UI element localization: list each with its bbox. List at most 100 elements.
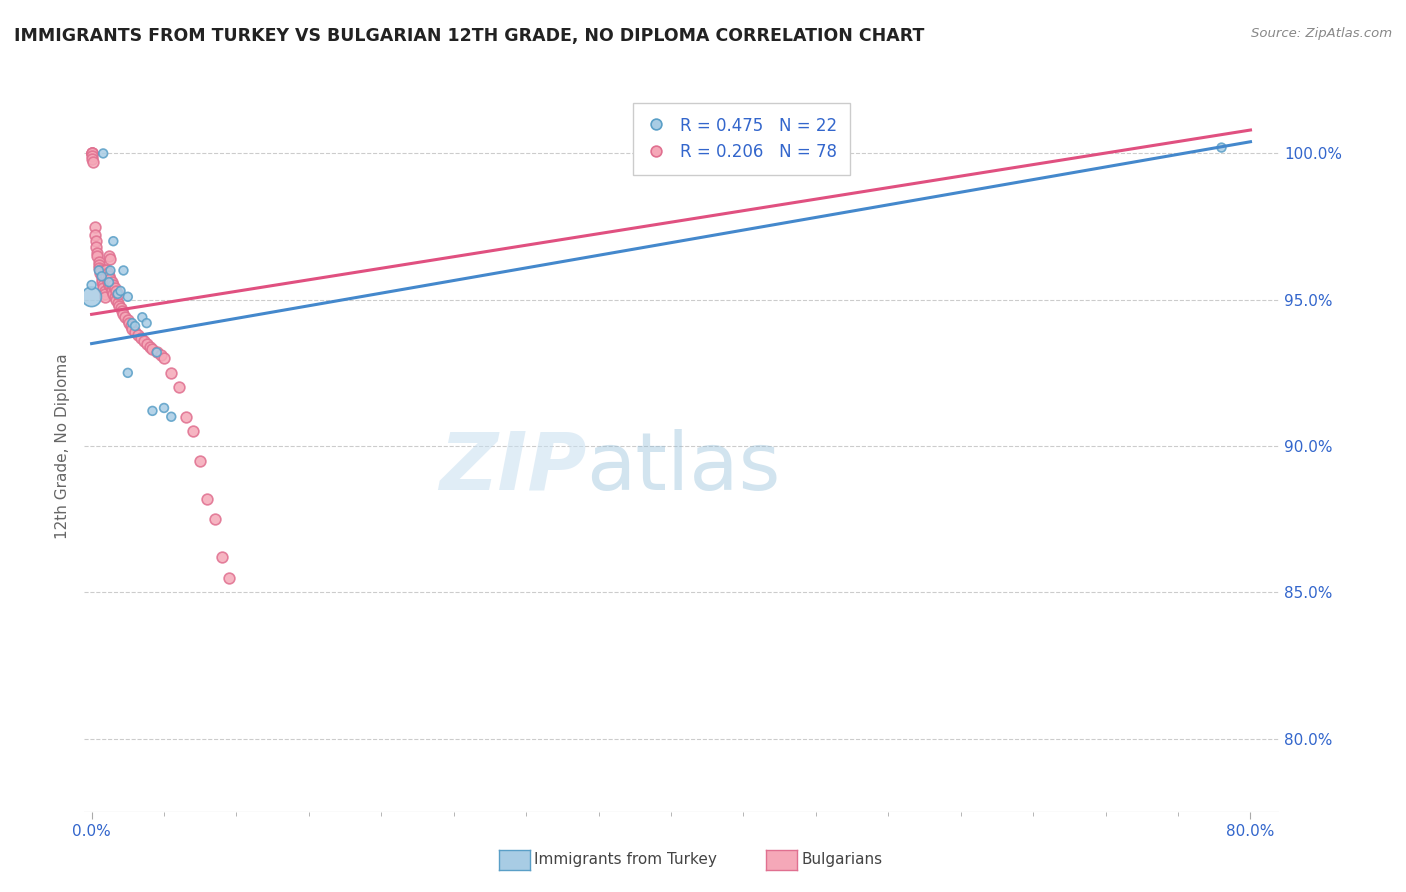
- Point: [197, 491, 219, 506]
- Point: [105, 293, 128, 307]
- Point: [103, 278, 125, 293]
- Point: [188, 453, 211, 467]
- Point: [110, 284, 132, 298]
- Point: [141, 404, 163, 418]
- Point: [121, 316, 143, 330]
- Point: [96, 266, 118, 280]
- Point: [96, 272, 118, 286]
- Point: [104, 281, 127, 295]
- Point: [108, 299, 131, 313]
- Text: Bulgarians: Bulgarians: [801, 853, 883, 867]
- Point: [86, 249, 108, 263]
- Point: [98, 269, 121, 284]
- Point: [160, 366, 183, 380]
- Text: atlas: atlas: [586, 429, 780, 507]
- Point: [117, 290, 139, 304]
- Point: [107, 286, 129, 301]
- Point: [111, 304, 134, 318]
- Point: [211, 550, 233, 565]
- Point: [94, 266, 117, 280]
- Point: [83, 219, 105, 234]
- Point: [112, 263, 135, 277]
- Point: [80, 278, 103, 293]
- Point: [89, 263, 111, 277]
- Point: [86, 246, 108, 260]
- Point: [98, 278, 121, 293]
- Point: [93, 290, 115, 304]
- Point: [98, 249, 121, 263]
- Point: [120, 319, 142, 334]
- Point: [146, 345, 169, 359]
- Point: [146, 345, 169, 359]
- Point: [174, 409, 197, 424]
- Point: [110, 301, 132, 316]
- Point: [90, 275, 112, 289]
- Point: [83, 228, 105, 243]
- Point: [131, 310, 153, 325]
- Point: [91, 278, 114, 293]
- Point: [117, 313, 139, 327]
- Point: [129, 331, 152, 345]
- Text: IMMIGRANTS FROM TURKEY VS BULGARIAN 12TH GRADE, NO DIPLOMA CORRELATION CHART: IMMIGRANTS FROM TURKEY VS BULGARIAN 12TH…: [14, 27, 924, 45]
- Point: [90, 272, 112, 286]
- Point: [1211, 140, 1233, 154]
- Point: [87, 258, 110, 272]
- Point: [100, 252, 122, 266]
- Point: [98, 275, 121, 289]
- Point: [93, 286, 115, 301]
- Point: [87, 263, 110, 277]
- Point: [117, 366, 139, 380]
- Point: [218, 571, 240, 585]
- Point: [94, 263, 117, 277]
- Point: [90, 269, 112, 284]
- Point: [82, 155, 104, 169]
- Point: [105, 284, 128, 298]
- Point: [94, 269, 117, 284]
- Point: [91, 146, 114, 161]
- Point: [127, 327, 149, 342]
- Point: [181, 425, 204, 439]
- Point: [101, 275, 124, 289]
- Point: [107, 286, 129, 301]
- Point: [135, 336, 157, 351]
- Point: [114, 310, 136, 325]
- Point: [101, 284, 124, 298]
- Legend: R = 0.475   N = 22, R = 0.206   N = 78: R = 0.475 N = 22, R = 0.206 N = 78: [633, 103, 851, 175]
- Point: [94, 263, 117, 277]
- Point: [84, 234, 107, 248]
- Point: [167, 380, 190, 394]
- Point: [141, 343, 163, 357]
- Point: [80, 146, 103, 161]
- Point: [101, 281, 124, 295]
- Point: [153, 351, 176, 366]
- Point: [135, 316, 157, 330]
- Point: [80, 153, 103, 167]
- Point: [204, 512, 226, 526]
- Point: [96, 275, 118, 289]
- Point: [80, 146, 103, 161]
- Point: [80, 146, 103, 161]
- Point: [80, 290, 103, 304]
- Point: [100, 272, 122, 286]
- Point: [100, 278, 122, 293]
- Point: [150, 348, 173, 362]
- Point: [112, 307, 135, 321]
- Point: [124, 325, 146, 339]
- Point: [103, 286, 125, 301]
- Point: [107, 295, 129, 310]
- Point: [90, 269, 112, 284]
- Point: [160, 409, 183, 424]
- Point: [93, 284, 115, 298]
- Text: Immigrants from Turkey: Immigrants from Turkey: [534, 853, 717, 867]
- Point: [153, 401, 176, 415]
- Point: [80, 149, 103, 163]
- Point: [103, 234, 125, 248]
- Point: [87, 254, 110, 268]
- Point: [100, 263, 122, 277]
- Point: [118, 316, 141, 330]
- Point: [91, 281, 114, 295]
- Point: [121, 322, 143, 336]
- Point: [89, 266, 111, 280]
- Point: [104, 290, 127, 304]
- Point: [124, 319, 146, 334]
